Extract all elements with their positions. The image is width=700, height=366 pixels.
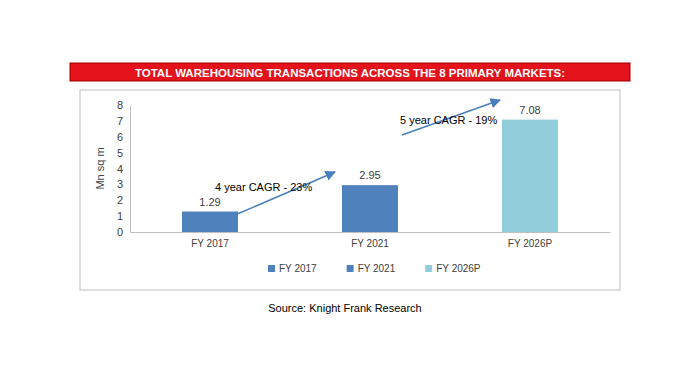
x-tick-label: FY 2021: [351, 238, 389, 249]
legend-label: FY 2026P: [436, 263, 481, 274]
y-tick: 1: [117, 210, 130, 222]
y-tick-label: 7: [117, 115, 123, 127]
y-axis-line: [130, 106, 131, 233]
y-tick-label: 2: [117, 194, 123, 206]
y-tick-label: 6: [117, 131, 123, 143]
annotations: 4 year CAGR - 23% 5 year CAGR - 19%: [215, 100, 500, 215]
data-label: 1.29: [199, 196, 220, 208]
y-axis-title: Mn sq m: [94, 147, 106, 189]
bar: [342, 185, 398, 232]
x-tick-label: FY 2017: [191, 238, 229, 249]
data-labels: 1.29 2.95 7.08: [199, 104, 540, 208]
annotation: 4 year CAGR - 23%: [215, 181, 312, 193]
legend-swatch: [347, 265, 354, 272]
data-label: 7.08: [519, 104, 540, 116]
source: Source: Knight Frank Research: [268, 302, 421, 314]
legend-swatch: [268, 265, 275, 272]
y-tick: 4: [117, 163, 130, 175]
legend-label: FY 2017: [279, 263, 317, 274]
bar: [182, 212, 238, 232]
x-tick: FY 2017: [191, 232, 229, 249]
y-tick-label: 0: [117, 226, 123, 238]
y-tick-label: 8: [117, 99, 123, 111]
y-axis: 0 1 2 3 4 5 6 7 8: [117, 99, 131, 238]
legend: FY 2017 FY 2021 FY 2026P: [268, 263, 481, 274]
y-tick: 2: [117, 194, 130, 206]
x-axis: FY 2017 FY 2021 FY 2026P: [131, 232, 611, 249]
legend-label: FY 2021: [358, 263, 396, 274]
x-axis-line: [131, 232, 611, 233]
chart-frame: [80, 90, 620, 290]
bars: [182, 120, 558, 232]
y-tick-label: 5: [117, 147, 123, 159]
y-tick: 5: [117, 147, 130, 159]
x-tick: FY 2026P: [508, 232, 553, 249]
x-tick: FY 2021: [351, 232, 389, 249]
annotation-arrow: [235, 172, 335, 215]
title: TOTAL WAREHOUSING TRANSACTIONS ACROSS TH…: [135, 67, 565, 79]
chart: TOTAL WAREHOUSING TRANSACTIONS ACROSS TH…: [0, 0, 700, 366]
bar: [502, 120, 558, 232]
title-banner: [70, 63, 630, 81]
y-tick: 8: [117, 99, 130, 111]
data-label: 2.95: [359, 169, 380, 181]
y-tick-label: 4: [117, 163, 123, 175]
y-tick-label: 3: [117, 178, 123, 190]
annotation: 5 year CAGR - 19%: [400, 114, 497, 126]
x-tick-label: FY 2026P: [508, 238, 553, 249]
y-tick-label: 1: [117, 210, 123, 222]
y-tick: 0: [117, 226, 130, 238]
legend-swatch: [425, 265, 432, 272]
y-tick: 6: [117, 131, 130, 143]
y-tick: 3: [117, 178, 130, 190]
y-tick: 7: [117, 115, 130, 127]
